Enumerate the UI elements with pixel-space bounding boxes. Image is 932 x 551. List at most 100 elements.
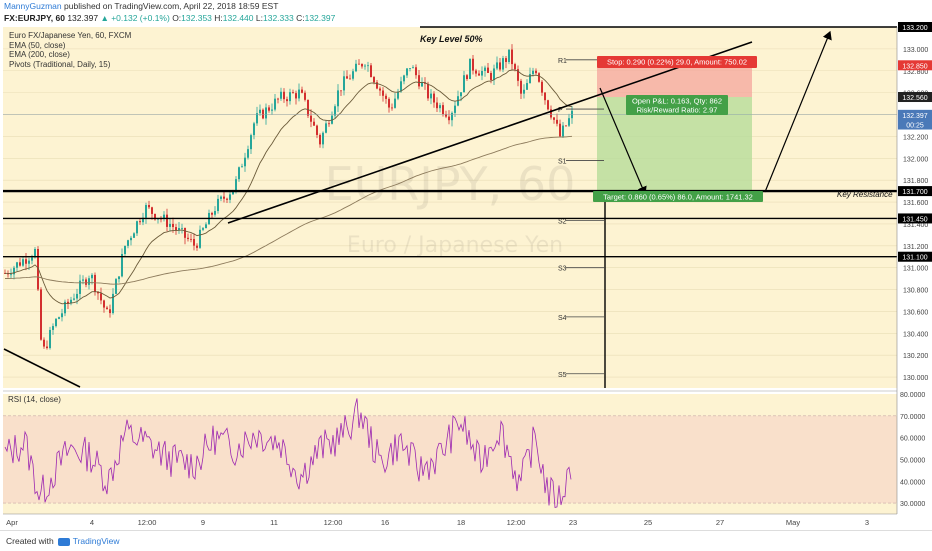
candle-body [127,240,129,246]
price-chart[interactable]: EURJPY, 60 Euro / Japanese Yen R1 P S1 S2 S3 S4… [0,0,932,530]
candle-body [292,92,294,94]
candle-body [223,196,225,199]
time-tick-label: 12:00 [324,518,343,527]
last-price: 132.397 [67,13,99,23]
candle-body [94,274,96,292]
symbol-bar: FX:EURJPY, 60 132.397 ▲ +0.132 (+0.1%) O… [0,12,932,25]
rsi-tick-label: 60.0000 [900,436,925,443]
candle-body [109,309,111,314]
candle-body [268,107,270,111]
candle-body [367,65,369,67]
candle-body [199,229,201,248]
candle-body [529,74,531,84]
candle-body [415,67,417,76]
candle-body [217,198,219,212]
candle-body [466,75,468,79]
candle-body [280,91,282,99]
price-tick-label: 131.400 [903,222,928,229]
candle-body [421,82,423,87]
candle-body [412,67,414,69]
candle-body [460,92,462,97]
candle-body [64,301,66,314]
time-tick-label: 4 [90,518,94,527]
price-label-lower-line-bg [898,251,932,262]
candle-body [211,212,213,215]
candle-body [169,223,171,227]
candle-body [136,221,138,234]
candle-body [373,77,375,83]
tradingview-brand[interactable]: TradingView [72,536,120,546]
candle-body [73,298,75,300]
candle-body [274,98,276,110]
candle-body [409,68,411,69]
candle-body [229,194,231,200]
price-tick-label: 132.200 [903,134,928,141]
candle-body [565,125,567,127]
candle-body [190,238,192,240]
time-tick-label: 25 [644,518,652,527]
candle-body [13,267,15,275]
candle-body [361,63,363,67]
time-tick-label: 18 [457,518,465,527]
candle-body [88,278,90,285]
price-tick-label: 131.200 [903,244,928,251]
candle-body [34,249,36,258]
candle-body [397,91,399,99]
price-axis [897,27,932,514]
candle-body [475,70,477,74]
candle-body [130,237,132,241]
time-tick-label: 12:00 [507,518,526,527]
candle-body [538,73,540,82]
legend-ema200[interactable]: EMA (200, close) [9,50,70,60]
candle-body [241,166,243,168]
candle-body [115,279,117,294]
candle-body [289,92,291,102]
candle-body [271,109,273,111]
candle-body [316,125,318,135]
candle-body [505,58,507,63]
rising-trendline [227,41,753,224]
rsi-tick-label: 50.0000 [900,457,925,464]
candle-body [439,105,441,109]
created-with-text: Created with [6,536,54,546]
price-label-key-level-50--bg [898,22,932,32]
candle-body [196,245,198,248]
pivot-label-s3: S3 [558,266,567,273]
watermark-symbol: EURJPY, 60 [325,157,576,211]
candle-body [175,227,177,231]
candle-body [487,67,489,73]
author-link[interactable]: MannyGuzman [4,1,62,11]
candle-body [403,75,405,82]
candle-body [151,207,153,214]
price-tick-label: 130.200 [903,353,928,360]
candle-body [544,92,546,101]
symbol-name[interactable]: FX:EURJPY, 60 [4,13,65,23]
legend-instrument[interactable]: Euro FX/Japanese Yen, 60, FXCM [9,31,132,40]
projection-arrow-down [599,87,647,196]
candle-body [118,276,120,280]
watermark-name: Euro / Japanese Yen [347,233,563,258]
candle-body [346,76,348,79]
candle-body [106,307,108,310]
candle-body [163,214,165,219]
legend-pivots[interactable]: Pivots (Traditional, Daily, 15) [9,59,111,69]
candle-body [148,205,150,208]
candle-body [340,90,342,92]
publish-header: MannyGuzman published on TradingView.com… [0,0,932,12]
price-label-open: 132.560 [902,95,927,102]
candle-body [451,112,453,121]
candle-body [433,93,435,103]
candle-body [334,106,336,116]
candle-body [79,280,81,294]
candle-body [469,58,471,79]
candle-body [307,99,309,116]
candle-body [304,92,306,100]
legend-ema50[interactable]: EMA (50, close) [9,40,66,50]
footer: Created with TradingView [0,530,932,550]
candle-body [322,132,324,145]
candle-body [517,69,519,81]
candle-body [91,274,93,279]
candle-body [394,98,396,108]
time-tick-label: Apr [6,518,18,527]
close-value: 132.397 [304,13,336,23]
